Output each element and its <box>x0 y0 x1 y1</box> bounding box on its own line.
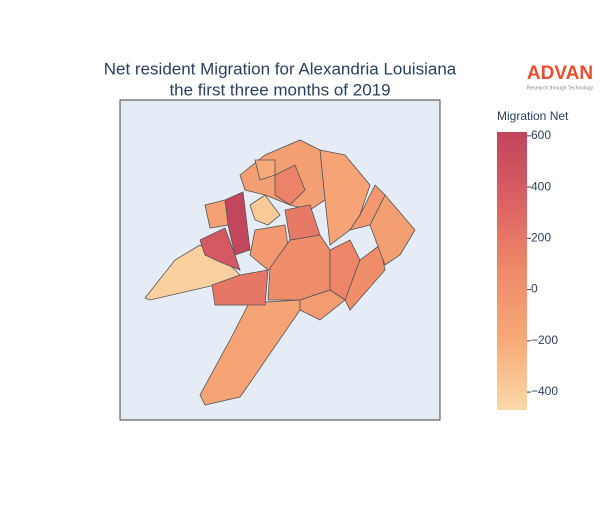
logo: ADVAN <box>527 63 593 84</box>
region <box>274 164 306 206</box>
region <box>211 269 269 306</box>
colorbar-tick-label: 600 <box>531 128 551 142</box>
regions <box>144 139 416 406</box>
colorbar-tick-label: −200 <box>531 333 558 347</box>
region <box>249 194 281 226</box>
region <box>199 227 241 271</box>
region <box>254 159 276 181</box>
title: Net resident Migration for Alexandria Lo… <box>104 59 457 78</box>
region <box>284 204 321 241</box>
colorbar-ticks: 600 400 200 0 −200 −400 <box>527 128 558 398</box>
subtitle: the first three months of 2019 <box>169 80 390 99</box>
colorbar-title: Migration Net <box>497 109 569 123</box>
colorbar-tick-label: −400 <box>531 384 558 398</box>
colorbar <box>497 132 527 410</box>
region <box>204 199 229 229</box>
logo-tagline: Research through Technology <box>527 85 594 91</box>
colorbar-tick-label: 0 <box>531 282 538 296</box>
region <box>349 184 386 231</box>
colorbar-tick-label: 400 <box>531 179 551 193</box>
colorbar-tick-label: 200 <box>531 231 551 245</box>
region <box>299 289 346 321</box>
